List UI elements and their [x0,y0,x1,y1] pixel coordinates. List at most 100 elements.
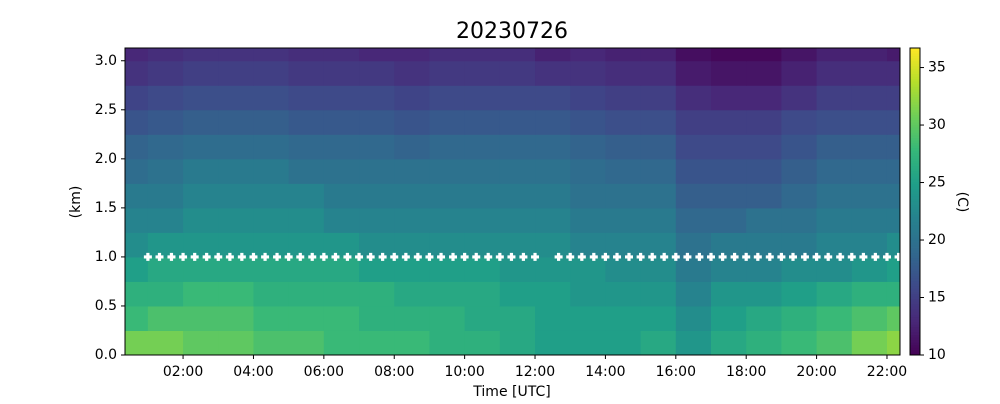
heatmap-cell [125,232,149,258]
colorbar-segment [910,314,920,318]
heatmap-cell [464,330,501,356]
colorbar-segment [910,160,920,164]
heatmap-cell [816,281,853,307]
marker [249,252,258,261]
heatmap-cell [851,109,888,135]
heatmap-cell [711,60,747,86]
heatmap-cell [675,183,712,209]
marker [589,252,598,261]
heatmap-cell [288,207,325,233]
colorbar-segment [910,81,920,85]
heatmap-cell [640,281,677,307]
colorbar-segment [910,319,920,323]
heatmap-cell [323,85,360,111]
colorbar-segment [910,94,920,98]
marker [319,252,328,261]
colorbar-segment [910,55,920,59]
heatmap-cell [464,85,501,111]
colorbar-segment [910,250,920,254]
heatmap-cell [394,256,430,282]
heatmap-cell [253,232,290,258]
colorbar-segment [910,291,920,294]
heatmap-cell [323,207,360,233]
heatmap-cell [640,158,677,184]
colorbar-segment [910,178,920,182]
y-tick-label: 0.0 [95,347,117,363]
marker [577,252,586,261]
colorbar-segment [910,329,920,333]
marker [495,252,504,261]
heatmap-cell [253,256,290,282]
heatmap-cell [605,60,642,86]
heatmap-cell [570,232,606,258]
heatmap-cell [640,330,677,356]
colorbar-tick-label: 25 [928,175,946,191]
colorbar-segment [910,152,920,156]
colorbar-segment [910,196,920,200]
heatmap-cell [675,232,712,258]
heatmap-cell [886,232,901,258]
heatmap-cell [675,85,712,111]
heatmap-cell [359,109,395,135]
heatmap-cell [147,281,184,307]
heatmap-cell [323,60,360,86]
colorbar-segment [910,306,920,310]
heatmap-cell [781,158,818,184]
heatmap-cell [499,183,536,209]
colorbar-segment [910,344,920,348]
heatmap-cell [394,183,430,209]
colorbar-segment [910,298,920,302]
heatmap-cell [711,281,747,307]
colorbar-segment [910,288,920,292]
marker [777,252,786,261]
heatmap-cell [464,158,501,184]
colorbar-segment [910,229,920,233]
colorbar-segment [910,255,920,259]
heatmap-cell [886,207,901,233]
x-tick-label: 18:00 [726,364,766,380]
heatmap-cell [394,60,430,86]
colorbar-segment [910,50,920,54]
marker [636,252,645,261]
heatmap-cell [640,207,677,233]
colorbar-segment [910,122,920,126]
heatmap-cell [218,85,254,111]
heatmap-cell [886,330,901,356]
heatmap-cell [359,281,395,307]
colorbar-segment [910,211,920,215]
colorbar-segment [910,342,920,346]
colorbar-segment [910,78,920,82]
heatmap-cell [125,256,149,282]
heatmap-cell [535,48,571,62]
heatmap-cell [359,85,395,111]
x-tick-label: 06:00 [304,364,344,380]
marker [261,252,270,261]
heatmap-cell [499,134,536,160]
heatmap-cell [816,60,853,86]
heatmap-cell [675,48,712,62]
heatmap-cell [781,183,818,209]
colorbar-segment [910,237,920,241]
colorbar-segment [910,155,920,159]
colorbar-segment [910,132,920,136]
marker [214,252,223,261]
heatmap-cell [359,60,395,86]
marker [789,252,798,261]
colorbar-segment [910,175,920,179]
heatmap-cell [464,232,501,258]
colorbar-segment [910,193,920,197]
colorbar-segment [910,234,920,238]
heatmap-cell [781,60,818,86]
marker [859,252,868,261]
colorbar-segment [910,301,920,305]
marker [167,252,176,261]
heatmap-cell [147,232,184,258]
heatmap-cell [535,232,571,258]
colorbar-segment [910,71,920,74]
heatmap-cell [605,256,642,282]
colorbar-segment [910,334,920,338]
heatmap-cell [851,48,888,62]
heatmap-cell [886,305,901,331]
marker [648,252,657,261]
